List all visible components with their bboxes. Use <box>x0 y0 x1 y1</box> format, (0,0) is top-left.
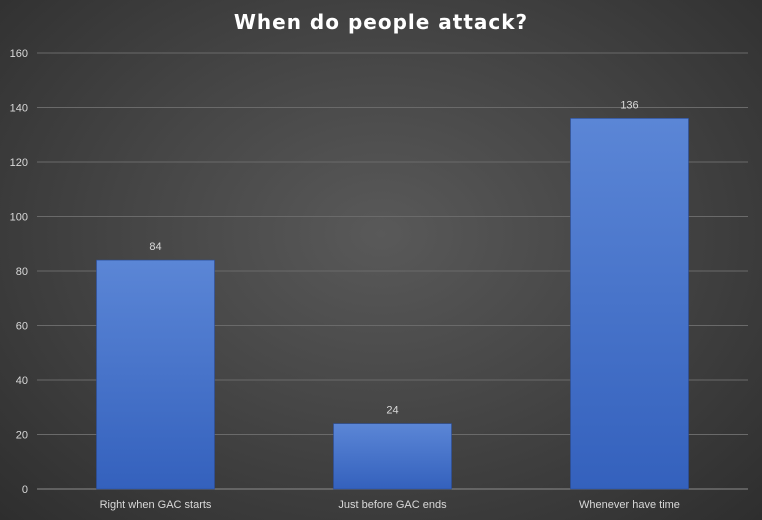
y-tick-label: 0 <box>22 484 28 496</box>
y-tick-label: 80 <box>16 266 28 278</box>
bar <box>96 259 215 490</box>
chart-title: When do people attack? <box>233 10 529 34</box>
data-labels: 84 24 136 <box>149 99 638 416</box>
x-axis-categories: Right when GAC starts Just before GAC end… <box>100 499 680 511</box>
bar <box>333 423 452 490</box>
y-tick-label: 100 <box>10 212 28 224</box>
bars <box>96 118 689 490</box>
bar-value-label: 84 <box>149 241 161 253</box>
y-axis-ticks: 0 20 40 60 80 100 120 140 160 <box>10 48 28 496</box>
y-tick-label: 120 <box>10 157 28 169</box>
y-tick-label: 160 <box>10 48 28 60</box>
bar <box>570 118 689 490</box>
y-tick-label: 140 <box>10 103 28 115</box>
y-tick-label: 20 <box>16 430 28 442</box>
category-label: Right when GAC starts <box>100 499 212 511</box>
category-label: Just before GAC ends <box>338 499 447 511</box>
bar-value-label: 136 <box>620 99 638 111</box>
y-tick-label: 60 <box>16 321 28 333</box>
bar-value-label: 24 <box>386 405 398 417</box>
category-label: Whenever have time <box>579 499 680 511</box>
y-tick-label: 40 <box>16 375 28 387</box>
